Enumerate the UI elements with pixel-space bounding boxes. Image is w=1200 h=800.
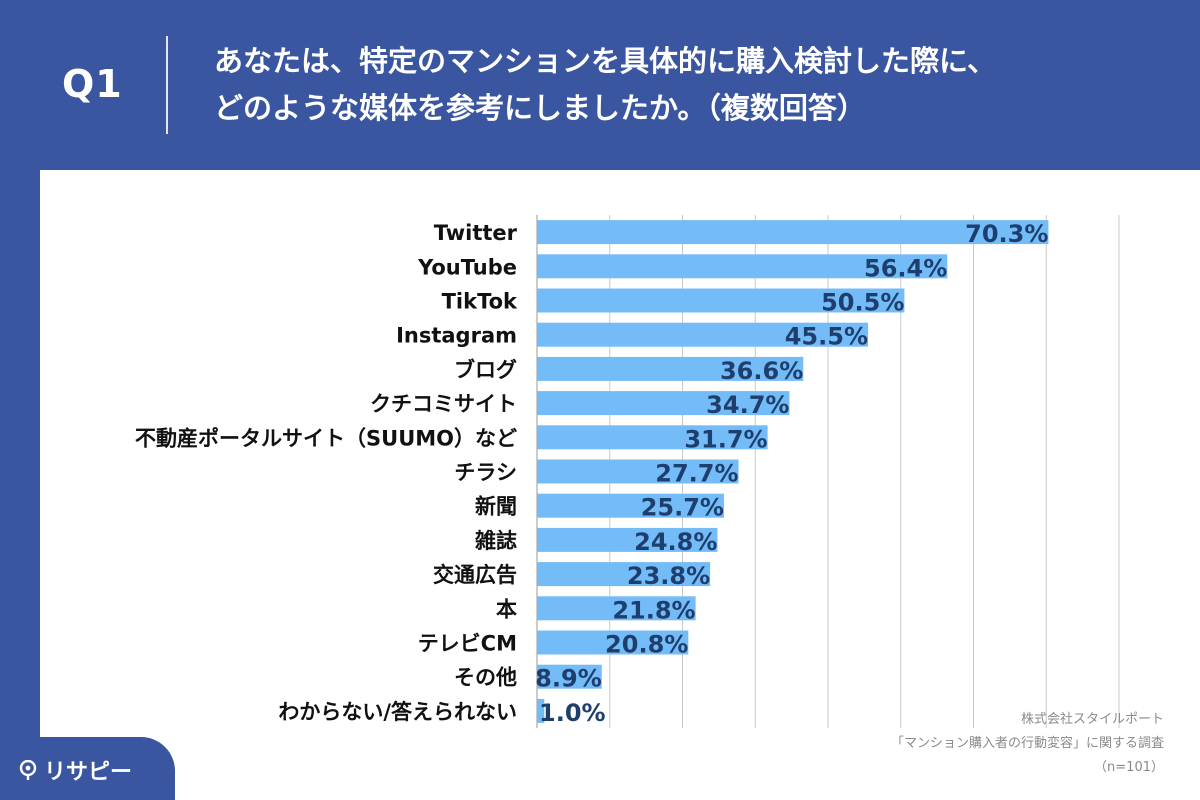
value-label: 21.8%: [612, 596, 695, 624]
value-label: 25.7%: [641, 494, 724, 522]
category-label: ブログ: [454, 358, 517, 382]
pin-icon: [19, 760, 37, 780]
brand-logo-text: リサピー: [44, 760, 133, 785]
value-label: 20.8%: [605, 631, 688, 659]
category-label: YouTube: [417, 255, 517, 279]
category-label: その他: [454, 666, 517, 690]
header-divider: [166, 36, 168, 134]
value-label: 8.9%: [535, 665, 602, 693]
category-label: 不動産ポータルサイト（SUUMO）など: [135, 426, 517, 450]
category-label: 本: [496, 597, 517, 621]
question-number: Q1: [62, 62, 123, 106]
bar: [537, 527, 718, 552]
value-label: 31.7%: [684, 425, 767, 453]
question-title: あなたは、特定のマンションを具体的に購入検討した際に、 どのような媒体を参考にし…: [214, 38, 1174, 132]
category-label: わからない/答えられない: [278, 700, 517, 724]
bar: [537, 562, 711, 587]
value-label: 23.8%: [627, 562, 710, 590]
question-title-line-2: どのような媒体を参考にしましたか。（複数回答）: [214, 91, 866, 125]
bar: [537, 664, 602, 689]
category-label: 交通広告: [433, 563, 517, 587]
category-label: Instagram: [396, 324, 517, 348]
bar: [537, 459, 739, 484]
source-sample-size: （n=101）: [1094, 760, 1164, 775]
source-company: 株式会社スタイルポート: [1020, 712, 1164, 727]
bar-chart: Twitter 70.3% YouTube 56.4% TikTok 50.5% Insta…: [135, 215, 1120, 728]
category-label: テレビCM: [418, 632, 517, 656]
value-label: 24.8%: [634, 528, 717, 556]
value-label: 34.7%: [706, 391, 789, 419]
value-label: 70.3%: [965, 220, 1048, 248]
category-label: チラシ: [454, 461, 517, 485]
category-label: クチコミサイト: [370, 392, 517, 416]
category-label: TikTok: [442, 290, 518, 314]
bar: [537, 391, 790, 416]
category-label: 新聞: [475, 495, 517, 519]
value-label: 36.6%: [720, 357, 803, 385]
bar: [537, 698, 545, 723]
source-survey: 「マンション購入者の行動変容」に関する調査: [890, 736, 1164, 751]
chart-panel: Twitter 70.3% YouTube 56.4% TikTok 50.5% Insta…: [40, 170, 1200, 800]
value-label: 45.5%: [785, 323, 868, 351]
bar: [537, 493, 724, 518]
header: Q1 あなたは、特定のマンションを具体的に購入検討した際に、 どのような媒体を参…: [0, 0, 1200, 170]
bar: [537, 220, 1049, 245]
value-label: 27.7%: [655, 460, 738, 488]
bar: [537, 356, 804, 381]
value-label: 56.4%: [864, 254, 947, 282]
bar: [537, 425, 768, 450]
brand-logo: リサピー: [18, 754, 132, 786]
question-title-line-1: あなたは、特定のマンションを具体的に購入検討した際に、: [214, 44, 997, 78]
source-note: 株式会社スタイルポート 「マンション購入者の行動変容」に関する調査 （n=101…: [891, 708, 1164, 780]
bar: [537, 596, 696, 621]
bar: [537, 288, 905, 313]
category-label: Twitter: [434, 221, 518, 245]
value-label: 50.5%: [821, 289, 904, 317]
bar: [537, 254, 948, 279]
value-label: 1.0%: [539, 699, 606, 727]
bar: [537, 322, 869, 347]
bar: [537, 630, 689, 655]
category-label: 雑誌: [474, 529, 517, 553]
